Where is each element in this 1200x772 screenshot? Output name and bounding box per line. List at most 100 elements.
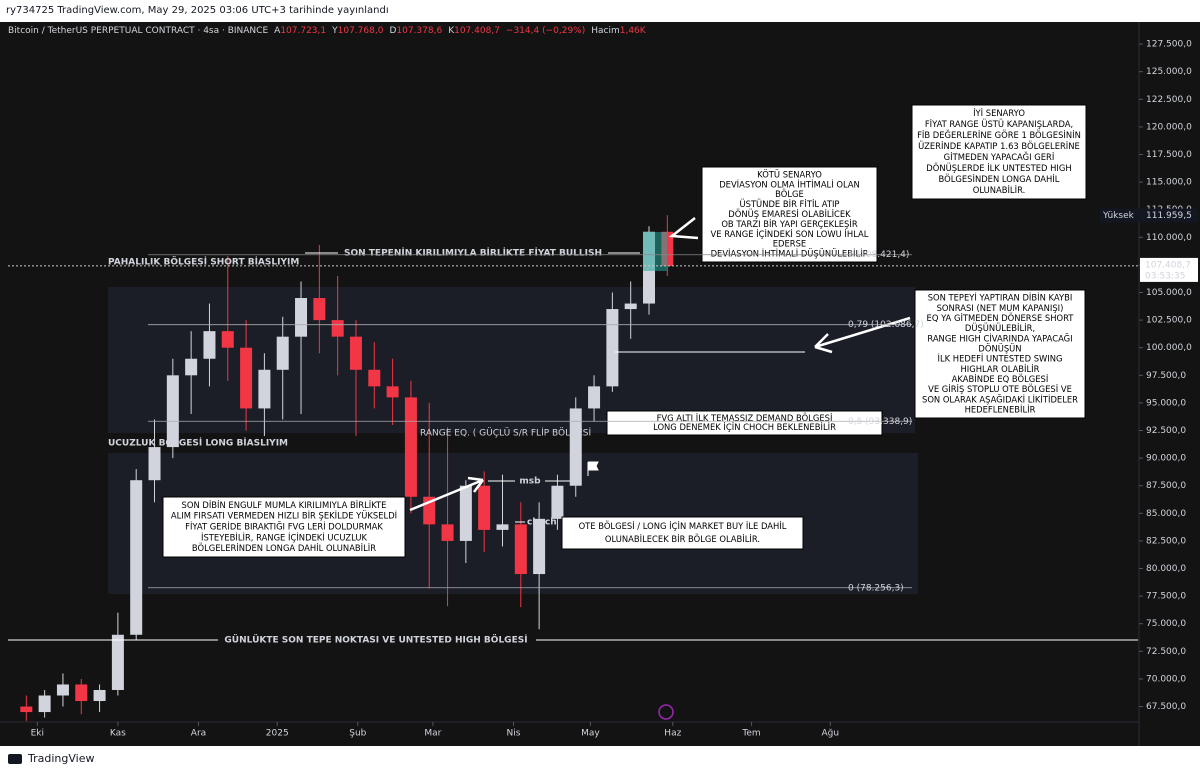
y-tick-label: 67.500,0: [1146, 702, 1186, 712]
candle-body: [148, 447, 161, 481]
annotation-text: BÖLGE: [775, 189, 804, 199]
arrows: [409, 217, 911, 512]
candle-body: [551, 485, 564, 519]
candle-body: [478, 485, 491, 530]
annotation-text: OLUNABİLİR.: [973, 185, 1026, 195]
annotation-text: FİB DEĞERLERİNE GÖRE 1 BÖLGESİNİN: [917, 129, 1081, 140]
candle-body: [295, 298, 308, 337]
flag-icon: [587, 461, 599, 476]
candle-body: [240, 347, 253, 409]
y-tick-label: 115.000,0: [1146, 178, 1192, 188]
fib-label: 0 (78.256,3): [848, 583, 904, 593]
annotation-text: OLUNABİLECEK BİR BÖLGE OLABİLİR.: [605, 534, 760, 544]
candle-body: [441, 524, 454, 541]
legend-text: D: [389, 26, 396, 36]
eq-label: RANGE EQ. ( GÜÇLÜ S/R FLİP BÖLGESİ: [420, 428, 591, 439]
fib-label: 0,79 (102.086,7): [848, 320, 924, 330]
x-tick-label: Kas: [110, 729, 126, 739]
legend-text: −314,4 (−0,29%): [506, 26, 585, 36]
annotation-text: HEDEFLENEBİLİR: [965, 404, 1036, 414]
brand: TradingView: [28, 752, 95, 765]
annotation-box: [561, 516, 804, 550]
annotation-text: EDERSE: [773, 239, 806, 249]
y-tick-label: 75.000,0: [1146, 619, 1186, 629]
y-tick-label: 92.500,0: [1146, 426, 1186, 436]
candle-body: [404, 397, 417, 497]
x-tick-label: Mar: [424, 729, 441, 739]
annotation-text: SON OLARAK AŞAĞIDAKİ LİKİTİDELER: [922, 393, 1078, 404]
legend-text: 1,46K: [620, 26, 647, 36]
legend-text: 107.408,7: [454, 26, 500, 36]
annotation-text: AKABİNDE EQ BÖLGESİ: [952, 374, 1049, 384]
legend-text: Y: [331, 26, 338, 36]
annotation-text: HIGHLAR OLABİLİR: [961, 364, 1040, 374]
choch-label: choch: [527, 518, 557, 528]
premium-label: PAHALILIK BÖLGESİ SHORT BİASLIYIM: [108, 257, 299, 268]
y-tick-label: 122.500,0: [1146, 95, 1192, 105]
y-tick-label: 110.000,0: [1146, 233, 1192, 243]
x-tick-label: Tem: [741, 729, 760, 739]
label-bg: [338, 245, 608, 261]
y-tick-label: 85.000,0: [1146, 509, 1186, 519]
annotation-text: FİYAT RANGE ÜSTÜ KAPANIŞLARDA,: [925, 119, 1073, 129]
annotation-box: [911, 104, 1087, 200]
legend-text: 107.723,1: [280, 26, 326, 36]
annotation-text: FVG ALTI İLK TEMASSIZ DEMAND BÖLGESİ: [657, 413, 833, 423]
candle-body: [588, 386, 601, 409]
annotation-text: OTE BÖLGESİ / LONG İÇİN MARKET BUY İLE D…: [579, 521, 787, 531]
annotation-text: LONG DENEMEK İÇİN CHOCH BEKLENEBİLİR: [653, 422, 836, 432]
arrow: [814, 316, 911, 354]
fib-label: 1 (108.421,4): [848, 250, 909, 260]
y-tick-label: 90.000,0: [1146, 454, 1186, 464]
candle-body: [606, 309, 619, 387]
last-price-bg: [1140, 257, 1198, 282]
annotation-text: BÖLGESİNDEN LONGA DAHİL: [939, 174, 1060, 184]
footer: TradingView: [0, 746, 1200, 772]
legend-text: K: [448, 26, 455, 36]
annotation-text: OB TARZI BİR YAPI GERÇEKLEŞİR: [721, 219, 858, 229]
bullish-label: SON TEPENİN KIRILIMIYLA BİRLİKTE FİYAT B…: [344, 248, 602, 259]
msb-label: msb: [519, 477, 541, 487]
candle-body: [624, 303, 637, 310]
y-tick-label: 72.500,0: [1146, 647, 1186, 657]
annotation-text: ÜSTÜNDE BİR FİTİL ATIP: [740, 199, 840, 209]
y-tick-label: 70.000,0: [1146, 674, 1186, 684]
candle-body: [331, 320, 344, 337]
x-tick-label: Haz: [664, 729, 681, 739]
candle-body: [130, 480, 143, 635]
legend-text: Hacim: [591, 26, 620, 36]
logo: [8, 754, 22, 764]
x-tick-label: Eki: [31, 729, 44, 739]
high-marker-label: 111.959,5: [1146, 211, 1192, 221]
annotation-text: SONRASI (NET MUM KAPANIŞI): [937, 303, 1064, 313]
legend-text: A: [274, 26, 281, 36]
annotation-text: VE RANGE İÇİNDEKİ SON LOWU İHLAL: [711, 229, 869, 239]
candle-body: [514, 524, 527, 575]
candle-body: [75, 684, 88, 702]
candle-body: [38, 695, 51, 713]
annotation-text: RANGE HIGH CİVARINDA YAPACAĞI: [927, 332, 1072, 343]
annotation-text: DÖNÜŞLERDE İLK UNTESTED HIGH: [926, 163, 1071, 173]
candle-body: [569, 408, 582, 486]
legend-text: 107.378,6: [396, 26, 442, 36]
candle-body: [459, 485, 472, 541]
annotation-text: FİYAT GERİDE BIRAKTIĞI FVG LERİ DOLDURMA…: [185, 521, 383, 532]
arrow: [409, 476, 484, 512]
candle-body: [20, 706, 33, 713]
x-tick-label: May: [581, 729, 600, 739]
candle-body: [313, 298, 326, 321]
y-tick-label: 82.500,0: [1146, 536, 1186, 546]
candle-body: [386, 386, 399, 398]
chart: Bitcoin / TetherUS PERPETUAL CONTRACT · …: [0, 22, 1200, 746]
fib-label: 0,5 (93.338,9): [848, 417, 912, 427]
y-tick-label: 80.000,0: [1146, 564, 1186, 574]
annotation-text: ALIM FIRSATI VERMEDEN HIZLI BİR ŞEKİLDE …: [171, 511, 397, 521]
annotation-box: [914, 289, 1086, 419]
discount-label: UCUZLUK BÖLGESİ LONG BİASLIYIM: [108, 438, 288, 449]
annotation-text: DÖNÜŞ EMARESİ OLABİLİCEK: [728, 209, 851, 219]
daily-label: GÜNLÜKTE SON TEPE NOKTASI VE UNTESTED HI…: [224, 635, 527, 646]
candle-body: [349, 336, 362, 370]
annotation-text: DEVİASYON İHTİMALİ DÜŞÜNÜLEBİLİR: [711, 249, 869, 259]
